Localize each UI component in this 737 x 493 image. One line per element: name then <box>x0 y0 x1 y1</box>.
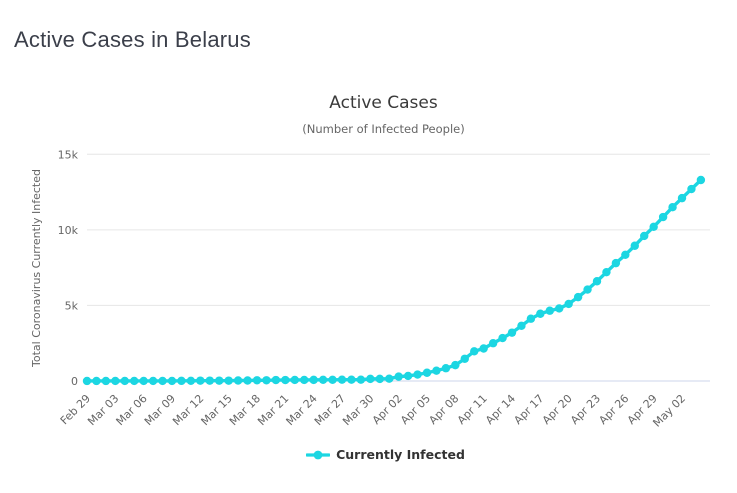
data-point-marker <box>460 354 469 363</box>
data-point-marker <box>432 366 441 375</box>
data-point-marker <box>451 360 460 370</box>
data-point-marker <box>130 376 139 386</box>
x-axis-tick-label: Apr 20 <box>540 392 575 427</box>
data-point-marker <box>158 376 167 386</box>
data-point-marker <box>545 306 554 315</box>
data-point-marker <box>233 376 243 385</box>
legend-item-currently-infected[interactable]: Currently Infected <box>306 447 465 462</box>
data-point-marker <box>488 339 498 348</box>
data-point-marker <box>309 375 318 385</box>
data-point-marker <box>602 267 611 277</box>
data-point-marker <box>555 304 564 313</box>
data-point-marker <box>470 347 479 356</box>
x-axis-tick-label: Apr 08 <box>426 392 461 427</box>
x-axis-tick-label: Apr 14 <box>483 392 518 427</box>
y-axis-title: Total Coronavirus Currently Infected <box>30 169 43 368</box>
data-point-marker <box>167 376 177 386</box>
data-point-marker <box>649 222 658 232</box>
data-point-marker <box>196 376 205 385</box>
y-axis-tick-label: 10k <box>58 224 79 237</box>
data-point-marker <box>186 376 196 386</box>
x-axis-tick-label: Mar 30 <box>340 392 376 428</box>
x-axis-tick-label: Apr 05 <box>398 392 433 427</box>
data-point-marker <box>413 370 422 379</box>
legend-line-marker-icon <box>306 450 331 459</box>
data-point-marker <box>536 309 545 318</box>
data-point-marker <box>640 231 649 241</box>
x-axis-tick-label: Apr 02 <box>370 392 405 427</box>
data-point-marker <box>92 376 101 386</box>
data-point-marker <box>318 375 328 384</box>
data-point-marker <box>630 241 639 250</box>
data-point-marker <box>300 375 309 385</box>
series-line-currently-infected <box>85 178 703 383</box>
chart-legend: Currently Infected <box>0 447 737 462</box>
data-point-marker <box>583 285 592 294</box>
data-point-marker <box>696 175 706 185</box>
data-point-marker <box>507 328 517 337</box>
chart-title: Active Cases <box>329 93 438 113</box>
data-point-marker <box>366 374 375 384</box>
data-point-marker <box>347 375 356 384</box>
x-axis-tick-label: Apr 26 <box>596 392 631 427</box>
data-point-marker <box>148 376 158 386</box>
data-point-marker <box>111 376 120 386</box>
data-point-marker <box>611 258 621 268</box>
data-point-marker <box>621 250 630 259</box>
legend-marker-dot <box>313 450 323 459</box>
data-point-marker <box>139 376 148 386</box>
data-point-marker <box>564 299 573 309</box>
data-point-marker <box>356 375 366 384</box>
data-point-marker <box>215 376 224 385</box>
data-point-marker <box>101 376 111 386</box>
y-axis-tick-label: 5k <box>65 299 79 312</box>
data-point-marker <box>281 375 290 385</box>
x-axis-tick-label: Apr 17 <box>511 392 546 427</box>
data-point-marker <box>526 314 536 323</box>
data-point-marker <box>328 375 337 384</box>
data-point-marker <box>658 212 668 222</box>
data-point-marker <box>422 368 432 377</box>
data-point-marker <box>394 372 403 381</box>
y-axis-tick-label: 15k <box>58 148 79 161</box>
data-point-marker <box>120 376 129 386</box>
data-point-marker <box>668 203 677 212</box>
data-point-marker <box>573 292 583 302</box>
data-point-marker <box>243 376 252 385</box>
x-axis-tick-label: Apr 23 <box>568 392 603 427</box>
data-point-marker <box>205 376 214 385</box>
data-point-marker <box>375 374 384 384</box>
chart-subtitle: (Number of Infected People) <box>302 122 465 136</box>
data-point-marker <box>224 376 233 385</box>
legend-label: Currently Infected <box>336 447 465 462</box>
x-axis-tick-label: Apr 11 <box>455 392 490 427</box>
data-point-marker <box>271 375 281 385</box>
data-point-marker <box>687 184 696 194</box>
data-point-marker <box>677 193 687 203</box>
data-point-marker <box>262 376 271 385</box>
data-point-marker <box>385 374 394 383</box>
data-point-marker <box>403 371 413 381</box>
page-title: Active Cases in Belarus <box>14 27 251 52</box>
y-axis-tick-label: 0 <box>71 375 78 388</box>
data-point-marker <box>82 376 92 386</box>
data-point-marker <box>252 376 262 385</box>
data-point-marker <box>517 321 526 331</box>
data-point-marker <box>498 333 507 343</box>
data-point-marker <box>337 375 347 384</box>
data-point-marker <box>441 364 451 373</box>
data-point-marker <box>290 375 299 385</box>
data-point-marker <box>479 344 488 353</box>
data-point-marker <box>592 277 602 286</box>
data-point-marker <box>177 376 186 386</box>
